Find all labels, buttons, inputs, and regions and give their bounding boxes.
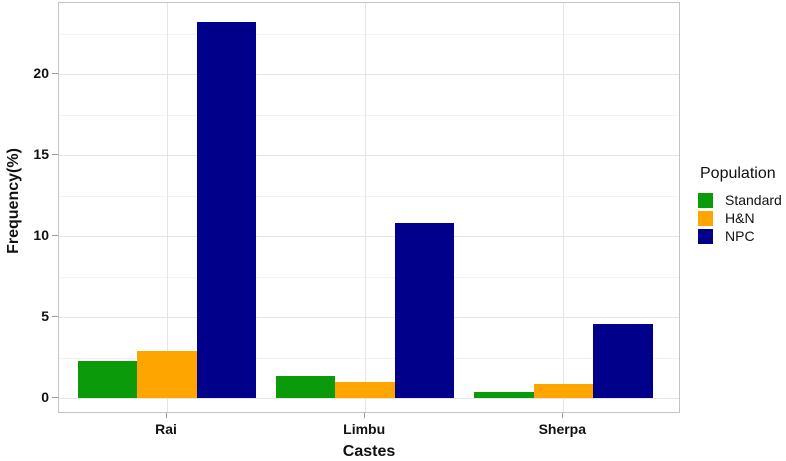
gridline-minor (59, 33, 679, 35)
gridline-major (59, 155, 679, 157)
gridline-major (59, 74, 679, 76)
y-tick-label: 0 (41, 389, 49, 406)
gridline-major (59, 398, 679, 400)
y-tick-label: 5 (41, 308, 49, 325)
legend-label: NPC (725, 228, 755, 244)
y-tick-mark (52, 154, 58, 156)
y-tick-mark (52, 73, 58, 75)
legend-title: Population (700, 165, 776, 182)
x-tick-mark (364, 413, 366, 418)
gridline-vertical (365, 3, 367, 412)
legend-swatch (698, 192, 713, 208)
x-tick-mark (562, 413, 564, 418)
legend-label: Standard (725, 192, 782, 208)
legend-item: H&N (698, 209, 786, 227)
gridline-major (59, 236, 679, 238)
bar-hn-sherpa (533, 383, 594, 399)
y-tick-label: 20 (33, 65, 49, 82)
y-tick-label: 10 (33, 227, 49, 244)
y-tick-label: 15 (33, 146, 49, 163)
x-tick-label: Sherpa (538, 421, 587, 437)
bar-standard-sherpa (474, 391, 534, 399)
bar-npc-sherpa (593, 323, 653, 399)
gridline-minor (59, 357, 679, 359)
legend-label: H&N (725, 210, 755, 226)
bar-hn-limbu (335, 382, 395, 399)
bar-npc-limbu (394, 223, 455, 399)
legend-items: Standard H&N NPC (698, 191, 786, 245)
bar-hn-rai (137, 351, 197, 399)
bar-npc-rai (196, 22, 257, 399)
x-axis-title: Castes (342, 443, 396, 460)
legend-swatch (698, 228, 713, 244)
x-tick-label: Limbu (343, 421, 386, 437)
gridline-vertical (167, 3, 168, 412)
gridline-minor (59, 195, 679, 197)
legend-item: Standard (698, 191, 786, 209)
y-tick-mark (52, 235, 58, 237)
gridline-minor (59, 114, 679, 116)
bar-standard-limbu (275, 375, 336, 399)
x-tick-label: Rai (155, 421, 177, 437)
gridline-major (59, 317, 679, 319)
gridline-minor (59, 276, 679, 278)
bar-standard-rai (77, 361, 138, 399)
gridline-vertical (563, 3, 565, 412)
legend-item: NPC (698, 227, 786, 245)
y-tick-mark (52, 397, 58, 399)
x-tick-mark (166, 413, 167, 418)
y-axis-title: Frequency(%) (5, 148, 22, 254)
plot-panel (58, 2, 680, 413)
legend: Population Standard H&N NPC (698, 165, 786, 245)
legend-swatch (698, 210, 713, 226)
y-tick-mark (52, 316, 58, 318)
